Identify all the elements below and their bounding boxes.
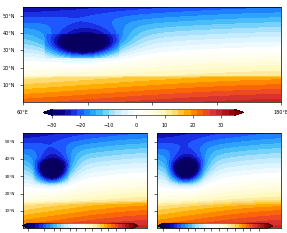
PathPatch shape: [133, 223, 138, 228]
PathPatch shape: [267, 223, 273, 228]
PathPatch shape: [23, 223, 28, 228]
PathPatch shape: [235, 110, 244, 115]
PathPatch shape: [43, 110, 52, 115]
PathPatch shape: [158, 223, 163, 228]
